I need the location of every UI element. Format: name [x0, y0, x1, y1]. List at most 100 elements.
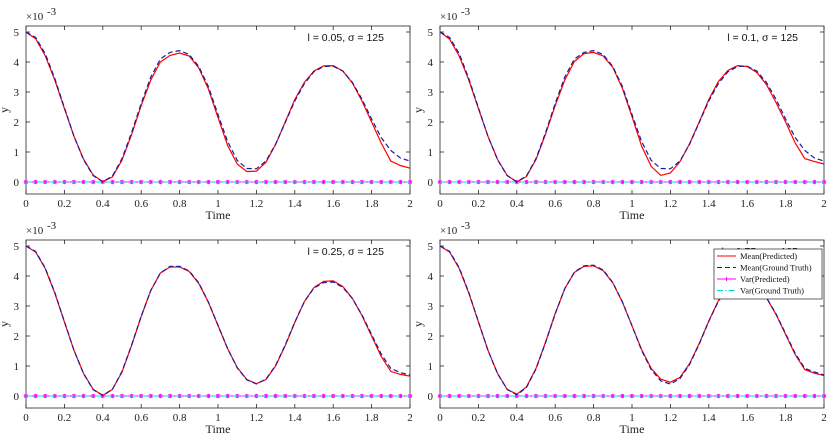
- x-tick-label: 0.8: [173, 412, 187, 424]
- marker-stroke: [33, 180, 38, 184]
- data-point-marker: [206, 179, 211, 185]
- y-exponent-multiplier: ×10: [440, 225, 458, 237]
- marker-stroke: [620, 180, 625, 184]
- marker-stroke: [697, 180, 702, 184]
- data-point-marker: [263, 393, 269, 399]
- x-tick-label: 1: [215, 198, 221, 210]
- y-tick-label: 2: [428, 117, 434, 129]
- marker-stroke: [447, 394, 452, 398]
- x-tick-label: 1.2: [664, 412, 678, 424]
- marker-stroke: [158, 394, 163, 398]
- marker-stroke: [398, 394, 403, 398]
- x-axis-label: Time: [206, 422, 231, 435]
- y-tick-label: 1: [428, 361, 434, 373]
- y-tick-label: 4: [428, 57, 434, 69]
- data-point-marker: [43, 179, 48, 185]
- marker-stroke: [735, 394, 740, 398]
- data-point-marker: [562, 393, 567, 399]
- x-tick-label: 1: [629, 198, 635, 210]
- y-tick-label: 0: [14, 391, 20, 403]
- legend: Mean(Predicted) Mean(Ground Truth)Var(Pre…: [713, 248, 823, 300]
- y-tick-label: 2: [428, 331, 434, 343]
- legend-entry-label: Var(Ground Truth): [740, 286, 804, 296]
- parameter-annotation: l = 0.25, σ = 125: [307, 246, 384, 258]
- y-tick-label: 4: [428, 271, 434, 283]
- data-point-marker: [340, 179, 345, 185]
- y-tick-label: 0: [428, 177, 434, 189]
- y-tick-label: 5: [428, 27, 434, 39]
- marker-stroke: [91, 180, 96, 184]
- series-line-mean-ground-truth: [25, 31, 411, 183]
- y-tick-label: 0: [428, 391, 434, 403]
- x-tick-label: 1.2: [664, 198, 678, 210]
- y-tick-label: 1: [14, 147, 20, 159]
- x-tick-label: 2: [821, 198, 827, 210]
- x-tick-label: 1.8: [779, 412, 793, 424]
- y-tick-label: 1: [428, 147, 434, 159]
- marker-stroke: [264, 180, 268, 184]
- x-tick-label: 1.6: [326, 412, 340, 424]
- marker-stroke: [340, 180, 345, 184]
- marker-stroke: [793, 394, 798, 398]
- y-axis-label: y: [0, 321, 11, 327]
- x-tick-label: 0.4: [96, 412, 110, 424]
- data-point-marker: [91, 179, 96, 185]
- x-tick-label: 0.2: [472, 412, 486, 424]
- y-tick-label: 1: [14, 361, 20, 373]
- data-point-marker: [697, 179, 702, 185]
- marker-stroke: [562, 180, 567, 184]
- x-tick-label: 0.6: [134, 198, 148, 210]
- marker-stroke: [457, 180, 462, 184]
- y-exponent-power: -3: [47, 220, 57, 232]
- x-tick-label: 1.4: [702, 198, 716, 210]
- x-tick-label: 0.4: [96, 198, 110, 210]
- y-exponent-multiplier: ×10: [26, 11, 44, 23]
- marker-stroke: [43, 394, 48, 398]
- x-tick-label: 0.8: [173, 198, 187, 210]
- y-tick-label: 2: [14, 117, 20, 129]
- subplot-2: 0 0.2 0.4 0.6 0.8 1 1.2 1.4 1.6 1.8 2 0 1 2 3 4 5 ×10 -3 Ti…: [411, 6, 827, 222]
- marker-stroke: [754, 394, 759, 398]
- x-tick-label: 0.2: [472, 198, 486, 210]
- marker-stroke: [379, 180, 384, 184]
- parameter-annotation: l = 0.1, σ = 125: [727, 32, 798, 44]
- x-tick-label: 0.6: [548, 412, 562, 424]
- legend-entry-label: Mean(Ground Truth): [740, 263, 812, 273]
- marker-stroke: [225, 394, 230, 398]
- x-tick-label: 2: [407, 198, 413, 210]
- marker-stroke: [639, 180, 644, 184]
- marker-stroke: [379, 394, 384, 398]
- marker-stroke: [735, 180, 740, 184]
- marker-stroke: [283, 180, 288, 184]
- y-tick-label: 3: [428, 301, 434, 313]
- y-tick-label: 5: [428, 241, 434, 253]
- x-tick-label: 1.8: [365, 198, 379, 210]
- marker-stroke: [754, 180, 759, 184]
- x-tick-label: 1.6: [326, 198, 340, 210]
- legend-entry-label: Mean(Predicted): [740, 251, 797, 261]
- y-tick-label: 3: [14, 87, 20, 99]
- subplot-4: 0 0.2 0.4 0.6 0.8 1 1.2 1.4 1.6 1.8 2 0 1 2 3 4 5 ×10 -3 Ti…: [411, 220, 827, 435]
- x-tick-label: 0.6: [134, 412, 148, 424]
- marker-stroke: [678, 180, 682, 184]
- marker-stroke: [398, 180, 403, 184]
- subplot-3: 0 0.2 0.4 0.6 0.8 1 1.2 1.4 1.6 1.8 2 0 1 2 3 4 5 ×10 -3 Ti…: [0, 220, 413, 435]
- y-exponent-multiplier: ×10: [26, 225, 44, 237]
- series-line-mean-ground-truth: [25, 245, 411, 397]
- x-axis-label: Time: [206, 208, 231, 222]
- x-tick-label: 0.6: [548, 198, 562, 210]
- data-point-marker: [639, 179, 644, 185]
- x-axis-label: Time: [620, 208, 645, 222]
- marker-stroke: [505, 394, 510, 398]
- data-point-marker: [562, 179, 567, 185]
- marker-stroke: [225, 180, 230, 184]
- y-tick-label: 5: [14, 27, 20, 39]
- x-tick-label: 0.8: [587, 412, 601, 424]
- marker-stroke: [206, 180, 211, 184]
- marker-stroke: [457, 394, 462, 398]
- parameter-annotation: l = 0.05, σ = 125: [307, 32, 384, 44]
- marker-stroke: [505, 180, 510, 184]
- data-point-marker: [505, 179, 510, 185]
- marker-stroke: [264, 394, 268, 398]
- marker-stroke: [678, 394, 682, 398]
